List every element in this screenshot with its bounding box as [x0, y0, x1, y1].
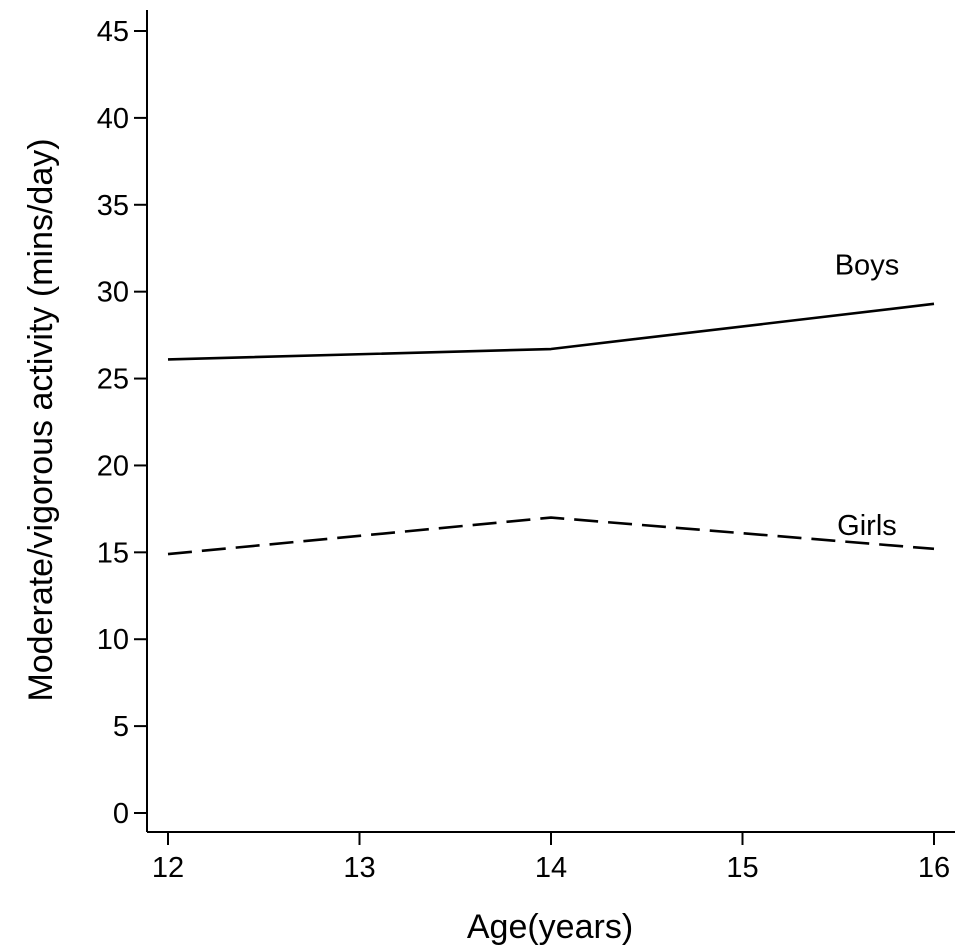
y-tick-label: 15	[97, 537, 129, 569]
x-axis-ticks: 12 13 14 15 16	[152, 832, 950, 884]
series-lines	[167, 302, 935, 556]
series-labels: Boys Girls	[835, 249, 899, 542]
y-axis-title: Moderate/vigorous activity (mins/day)	[22, 138, 60, 701]
series-label-boys: Boys	[835, 249, 899, 281]
x-axis-title: Age(years)	[467, 908, 633, 946]
y-tick-label: 25	[97, 364, 129, 396]
y-tick-label: 20	[97, 450, 129, 482]
x-tick-label: 15	[726, 852, 758, 884]
x-tick-label: 14	[535, 852, 567, 884]
y-axis-ticks: 0 5 10 15 20 25 30 35 40 45	[97, 16, 147, 830]
series-line-girls	[167, 516, 935, 556]
x-tick-label: 13	[343, 852, 375, 884]
series-line-boys	[167, 302, 935, 361]
y-tick-label: 0	[113, 798, 129, 830]
x-tick-label: 16	[918, 852, 950, 884]
x-tick-label: 12	[152, 852, 184, 884]
y-tick-label: 35	[97, 190, 129, 222]
y-tick-label: 45	[97, 16, 129, 48]
y-tick-label: 5	[113, 711, 129, 743]
y-tick-label: 40	[97, 103, 129, 135]
y-tick-label: 10	[97, 624, 129, 656]
y-tick-label: 30	[97, 277, 129, 309]
series-label-girls: Girls	[837, 510, 897, 542]
